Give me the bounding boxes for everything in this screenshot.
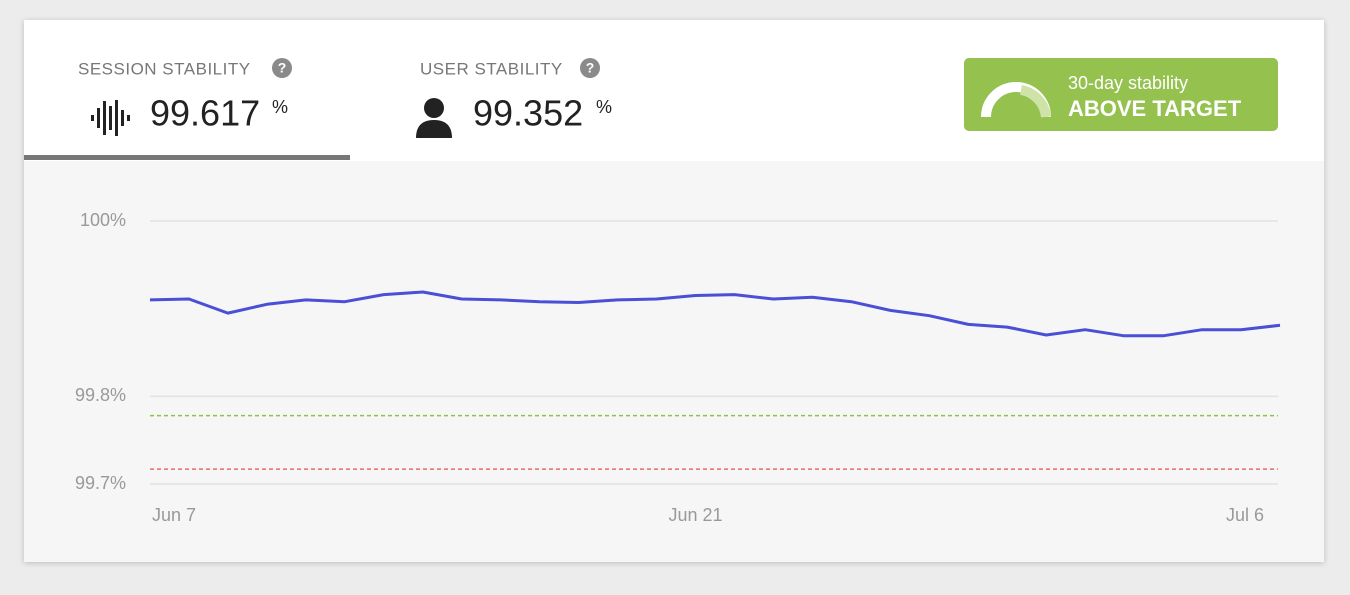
y-tick-label: 100% [80, 210, 126, 230]
y-tick-label: 99.8% [75, 385, 126, 405]
stat-unit: % [272, 97, 288, 117]
x-tick-label: Jul 6 [1226, 505, 1264, 525]
stat-value: 99.617 [150, 93, 260, 134]
series-line [149, 290, 1281, 338]
help-icon[interactable] [580, 58, 600, 78]
help-mark: ? [278, 60, 287, 76]
tab-label: SESSION STABILITY [78, 59, 251, 78]
gauge-icon-part [1019, 85, 1051, 118]
plot: 100% 99.8% 99.7% Jun 7 Jun 21 Jul 6 [75, 210, 1281, 525]
help-icon[interactable] [272, 58, 292, 78]
chart-area [24, 161, 1324, 562]
tab-label: USER STABILITY [420, 59, 563, 78]
badge-caption: 30-day stability [1068, 73, 1188, 93]
status-badge: 30-day stability ABOVE TARGET [964, 58, 1278, 131]
stat-unit: % [596, 97, 612, 117]
session-tab[interactable]: SESSION STABILITY ? 99.617 % [78, 58, 292, 136]
user-icon [416, 98, 452, 138]
x-tick-label: Jun 21 [668, 505, 722, 525]
help-mark: ? [586, 60, 595, 76]
session-icon [91, 100, 130, 136]
badge-status: ABOVE TARGET [1068, 96, 1242, 121]
stat-value: 99.352 [473, 93, 583, 134]
user-tab[interactable]: USER STABILITY ? 99.352 % [416, 58, 612, 138]
y-tick-label: 99.7% [75, 473, 126, 493]
active-tab-underline [24, 155, 350, 160]
x-tick-label: Jun 7 [152, 505, 196, 525]
